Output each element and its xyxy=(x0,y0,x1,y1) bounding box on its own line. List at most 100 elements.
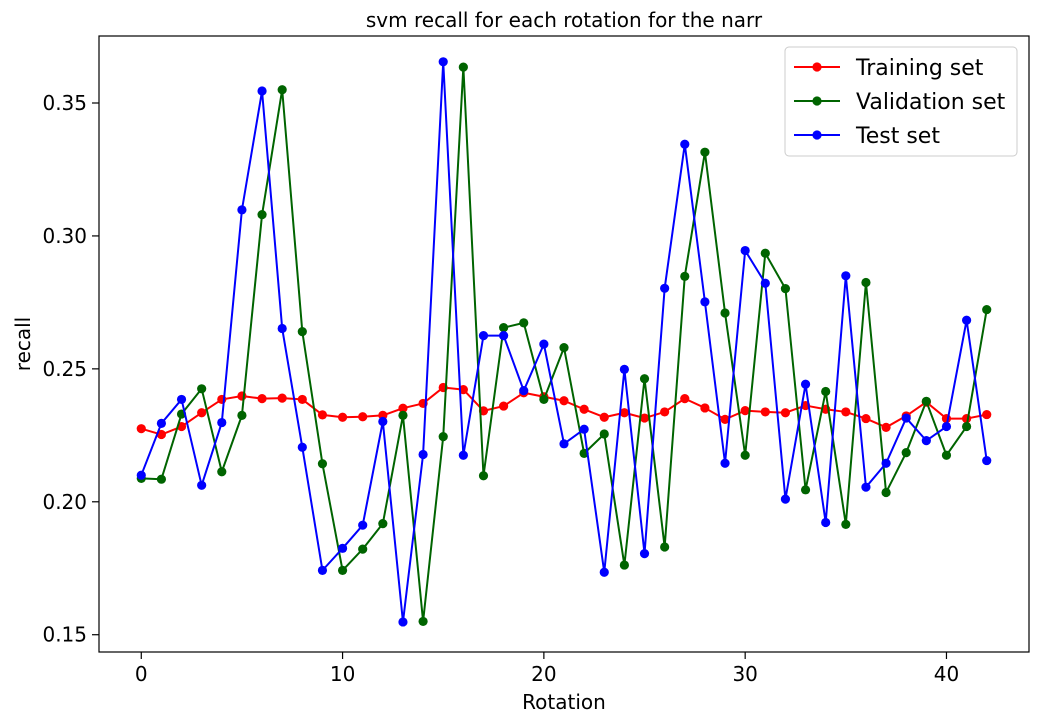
y-tick-label: 0.20 xyxy=(42,490,87,514)
data-point xyxy=(217,417,227,428)
data-point xyxy=(982,409,992,420)
legend-box xyxy=(784,46,1018,157)
data-point xyxy=(297,442,307,452)
data-point xyxy=(257,86,267,96)
data-point xyxy=(740,245,750,256)
legend-label: Training set xyxy=(855,56,984,81)
x-tick-label: 0 xyxy=(135,662,148,686)
data-point xyxy=(740,450,750,460)
data-point xyxy=(317,410,328,420)
legend: Training set Validation set Test set xyxy=(784,46,1018,157)
data-point xyxy=(599,567,609,577)
legend-label: Validation set xyxy=(856,90,1006,115)
data-point xyxy=(337,565,348,575)
legend-marker xyxy=(812,96,822,106)
data-point xyxy=(297,327,307,337)
data-point xyxy=(961,315,972,325)
data-point xyxy=(881,487,891,498)
data-point xyxy=(961,421,972,432)
data-point xyxy=(740,405,750,416)
data-point xyxy=(821,386,831,397)
data-point xyxy=(317,459,328,469)
data-point xyxy=(156,418,167,428)
data-point xyxy=(317,565,328,575)
data-point xyxy=(499,331,509,341)
data-point xyxy=(720,458,730,468)
data-point xyxy=(297,394,307,405)
data-point xyxy=(639,549,650,559)
data-point xyxy=(136,470,146,480)
data-point xyxy=(458,62,468,72)
data-point xyxy=(579,424,589,434)
data-point xyxy=(680,139,690,149)
data-point xyxy=(941,450,952,460)
data-point xyxy=(720,414,730,424)
legend-label: Test set xyxy=(855,124,940,149)
data-point xyxy=(881,422,891,432)
data-point xyxy=(176,394,187,405)
data-point xyxy=(579,404,589,414)
y-tick-label: 0.35 xyxy=(42,91,87,115)
data-point xyxy=(861,277,871,288)
data-point xyxy=(660,283,670,293)
data-point xyxy=(619,408,629,418)
data-point xyxy=(277,393,287,403)
data-point xyxy=(901,448,911,458)
legend-item: Training set xyxy=(794,56,984,81)
data-point xyxy=(237,205,247,215)
data-point xyxy=(519,318,529,328)
data-point xyxy=(277,323,287,334)
data-point xyxy=(660,542,670,552)
data-point xyxy=(619,560,629,570)
data-point xyxy=(700,147,710,157)
data-point xyxy=(841,271,851,281)
plot-area xyxy=(136,57,992,627)
data-point xyxy=(217,467,227,477)
data-point xyxy=(720,308,730,318)
series-test-set xyxy=(136,57,992,627)
plot-frame xyxy=(98,35,1030,653)
data-point xyxy=(821,517,831,528)
data-point xyxy=(458,450,468,460)
y-axis-label: recall xyxy=(11,317,35,371)
data-point xyxy=(982,455,992,466)
legend-item: Validation set xyxy=(794,90,1006,115)
data-point xyxy=(700,403,710,413)
data-point xyxy=(921,436,931,446)
data-point xyxy=(599,429,609,439)
x-tick-label: 30 xyxy=(732,662,757,686)
data-point xyxy=(438,57,448,67)
data-point xyxy=(418,616,428,627)
data-point xyxy=(438,432,448,442)
data-point xyxy=(982,304,992,315)
data-point xyxy=(277,85,287,95)
data-point xyxy=(800,379,811,389)
data-point xyxy=(378,416,388,427)
data-point xyxy=(901,413,911,423)
x-axis-label: Rotation xyxy=(522,690,606,714)
data-point xyxy=(841,519,851,529)
data-point xyxy=(539,339,549,349)
y-tick-label: 0.25 xyxy=(42,357,87,381)
data-point xyxy=(197,408,207,418)
data-point xyxy=(358,412,368,422)
data-point xyxy=(619,364,629,374)
y-tick-label: 0.30 xyxy=(42,224,87,248)
data-point xyxy=(257,210,267,220)
data-point xyxy=(398,403,408,413)
data-point xyxy=(358,544,368,554)
legend-marker xyxy=(812,62,822,72)
data-point xyxy=(358,520,368,530)
data-point xyxy=(841,407,851,417)
data-point xyxy=(680,394,690,404)
data-point xyxy=(539,394,549,405)
y-tick-label: 0.15 xyxy=(42,623,87,647)
data-point xyxy=(599,412,609,422)
axis-ticks: 0 10 20 30 40 0.15 0.20 0.25 0.30 0.35 xyxy=(42,91,959,686)
data-point xyxy=(197,384,207,394)
data-point xyxy=(478,471,489,481)
data-point xyxy=(499,323,509,333)
data-point xyxy=(760,407,770,417)
data-point xyxy=(780,283,791,294)
legend-item: Test set xyxy=(794,124,940,149)
